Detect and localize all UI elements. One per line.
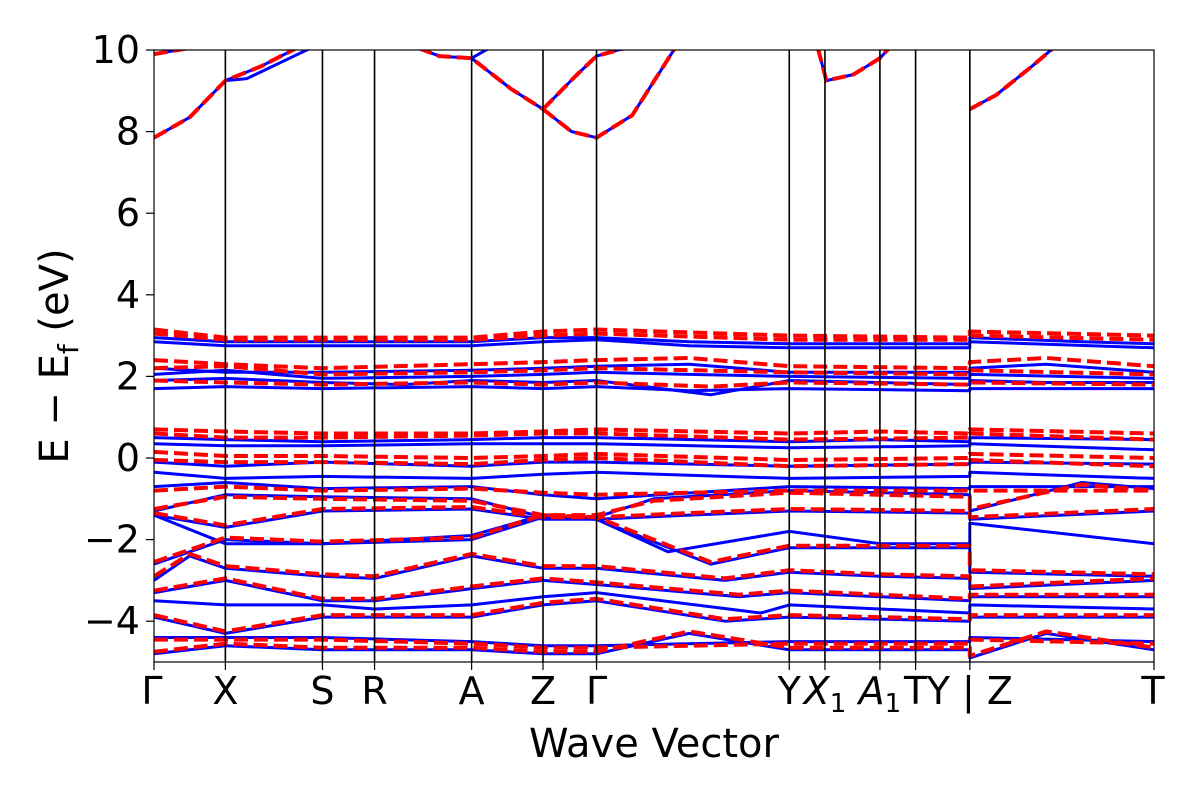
- band-line-dashed-13: [154, 431, 1154, 442]
- x-tick-label: Γ: [586, 669, 607, 713]
- band-line-dashed-24: [154, 629, 1154, 658]
- band-line-dashed-8: [154, 331, 1154, 342]
- band-line-dashed-7: [154, 327, 1154, 340]
- x-tick-label: Γ: [141, 669, 162, 713]
- band-line-solid-2: [225, 50, 311, 83]
- band-line-dashed-6: [968, 50, 1055, 111]
- band-line-dashed-20: [154, 551, 1154, 589]
- y-tick-label: 0: [116, 436, 140, 480]
- y-axis-label-main: E − E: [32, 354, 78, 464]
- x-tick-label: Z: [530, 669, 556, 713]
- y-tick-label: −2: [84, 518, 140, 562]
- y-axis-label: E − Ef (eV): [32, 248, 85, 463]
- plot-frame: [153, 49, 1155, 663]
- x-axis-label: Wave Vector: [529, 721, 780, 767]
- band-line-dashed-14: [154, 449, 1154, 462]
- kpoint-divider-lines: [224, 50, 971, 662]
- x-tick-label: T: [1140, 669, 1165, 713]
- x-tick-label: Y | Z: [926, 669, 1013, 714]
- x-tick-label: S: [310, 669, 334, 713]
- y-tick-label: 10: [92, 28, 140, 72]
- band-line-dashed-10: [154, 364, 1154, 377]
- band-line-solid-24: [154, 554, 1154, 591]
- y-tick-label: 8: [116, 110, 140, 154]
- band-line-dashed-4: [541, 50, 626, 111]
- band-line-dashed-5: [816, 50, 891, 83]
- y-tick-label: −4: [84, 599, 140, 643]
- x-tick-label: Y: [777, 669, 802, 713]
- y-axis-label-subscript: f: [52, 343, 85, 354]
- x-tick-label: A: [459, 669, 485, 713]
- x-tick-label: A1: [856, 669, 902, 719]
- y-tick-label: 6: [116, 191, 140, 235]
- band-line-dashed-0: [154, 50, 190, 57]
- x-tick-label: X1: [802, 669, 847, 719]
- y-tick-label: 4: [116, 273, 140, 317]
- y-axis: 10 8 6 4 2 0 −2 −4: [84, 28, 154, 643]
- y-axis-label-unit: (eV): [32, 248, 78, 344]
- band-line-dashed-9: [154, 356, 1154, 371]
- band-line-dashed-17: [154, 482, 1154, 518]
- band-line-solid-4: [470, 50, 490, 60]
- x-tick-label: R: [361, 669, 387, 713]
- y-tick-label: 2: [116, 354, 140, 398]
- x-tick-label: X: [212, 669, 238, 713]
- x-tick-label: T: [903, 669, 928, 713]
